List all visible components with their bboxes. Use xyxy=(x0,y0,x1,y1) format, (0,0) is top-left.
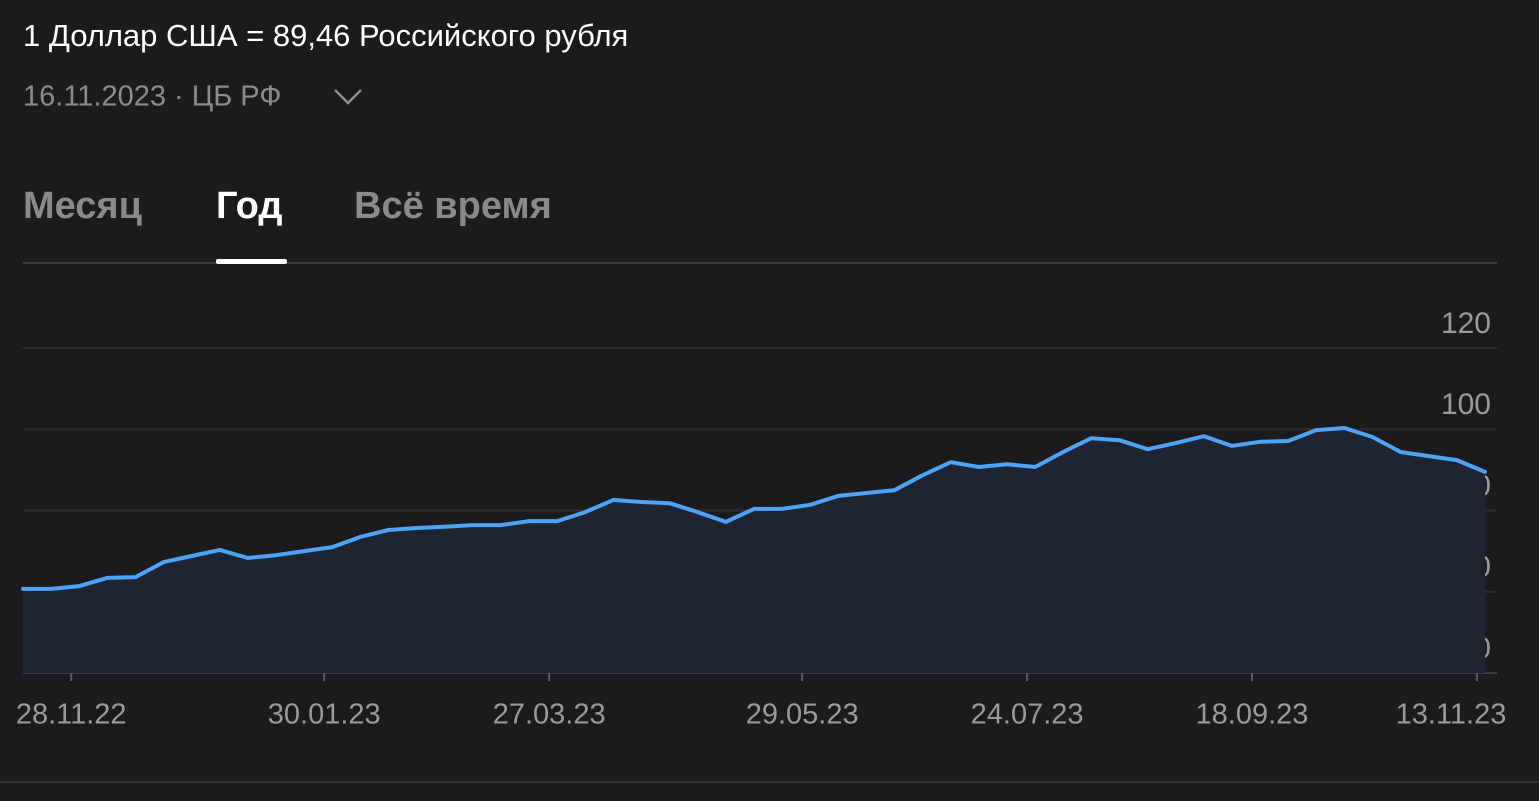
tab[interactable]: Всё время xyxy=(354,185,552,227)
y-tick-label: 100 xyxy=(1441,388,1491,421)
x-tick-label: 27.03.23 xyxy=(493,699,606,731)
x-tick-label: 18.09.23 xyxy=(1196,699,1309,731)
line xyxy=(21,426,1487,591)
x-tick-label: 13.11.23 xyxy=(1396,699,1507,731)
dropdown-chevron[interactable] xyxy=(334,89,362,105)
x-tick-label: 24.07.23 xyxy=(971,699,1084,731)
title: 1 Доллар США = 89,46 Российского рубля xyxy=(23,18,628,53)
y-tick-label: 120 xyxy=(1441,307,1491,340)
x-tick-label: 30.01.23 xyxy=(268,699,381,731)
tab[interactable]: Месяц xyxy=(23,185,143,227)
active-tab-indicator xyxy=(216,259,287,264)
x-tick-label: 29.05.23 xyxy=(746,699,859,731)
tab-active[interactable]: Год xyxy=(216,185,282,227)
subtitle[interactable]: 16.11.2023 · ЦБ РФ xyxy=(23,81,281,113)
area xyxy=(23,428,1485,673)
x-tick-label: 28.11.22 xyxy=(16,699,127,731)
